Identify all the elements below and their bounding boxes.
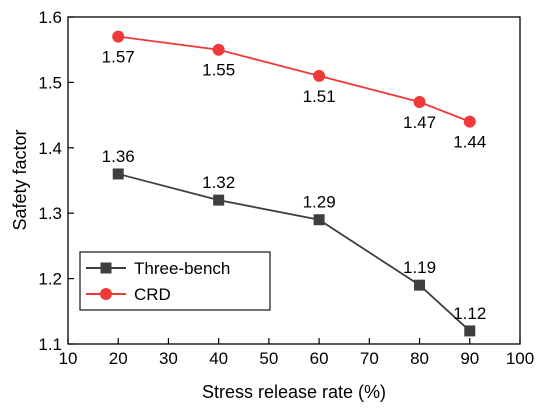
x-tick-label: 10 — [59, 349, 78, 368]
data-point-three-bench — [213, 194, 225, 206]
x-tick-label: 100 — [506, 349, 534, 368]
plot-layer: 1.36 1.32 1.29 1.19 1.12 1.57 1.55 1.51 1.47 1.44 — [102, 30, 486, 337]
y-tick-label: 1.5 — [38, 73, 62, 92]
x-tick-label: 60 — [310, 349, 329, 368]
series-line-crd — [118, 35, 471, 123]
data-point-crd — [413, 96, 426, 109]
data-label-three-bench: 1.29 — [303, 193, 336, 212]
ticks-layer: 10 20 30 40 50 60 70 80 90 100 1.1 1.2 1.3 1.4 1.5 1.6 — [38, 8, 534, 368]
data-point-crd — [463, 115, 476, 128]
data-label-crd: 1.47 — [403, 113, 436, 132]
data-label-crd: 1.57 — [102, 48, 135, 67]
data-point-three-bench — [112, 168, 124, 180]
x-tick-label: 80 — [410, 349, 429, 368]
legend-label-crd: CRD — [134, 285, 171, 304]
legend-marker-crd — [100, 288, 112, 300]
y-axis-title: Safety factor — [10, 129, 30, 230]
y-tick-label: 1.2 — [38, 270, 62, 289]
legend: Three-bench CRD — [79, 251, 271, 311]
x-tick-label: 40 — [209, 349, 228, 368]
x-axis-title: Stress release rate (%) — [202, 382, 386, 402]
data-point-crd — [313, 69, 326, 82]
y-tick-label: 1.3 — [38, 204, 62, 223]
x-tick-label: 70 — [360, 349, 379, 368]
plot-frame — [67, 16, 521, 345]
data-point-three-bench — [313, 214, 325, 226]
data-label-three-bench: 1.36 — [102, 147, 135, 166]
y-tick-label: 1.4 — [38, 139, 62, 158]
data-point-crd — [212, 43, 225, 56]
y-tick-label: 1.1 — [38, 335, 62, 354]
data-label-three-bench: 1.32 — [202, 173, 235, 192]
legend-marker-three-bench — [100, 262, 112, 274]
x-tick-label: 30 — [159, 349, 178, 368]
legend-box — [79, 251, 271, 311]
x-tick-label: 90 — [460, 349, 479, 368]
x-tick-label: 20 — [109, 349, 128, 368]
data-label-crd: 1.44 — [453, 133, 486, 152]
data-label-crd: 1.55 — [202, 61, 235, 80]
data-point-crd — [112, 30, 125, 43]
data-point-three-bench — [414, 279, 426, 291]
data-label-three-bench: 1.12 — [453, 304, 486, 323]
legend-label-three-bench: Three-bench — [134, 259, 230, 278]
data-label-three-bench: 1.19 — [403, 258, 436, 277]
data-point-three-bench — [464, 325, 476, 337]
x-tick-label: 50 — [259, 349, 278, 368]
y-tick-label: 1.6 — [38, 8, 62, 27]
data-label-crd: 1.51 — [303, 87, 336, 106]
